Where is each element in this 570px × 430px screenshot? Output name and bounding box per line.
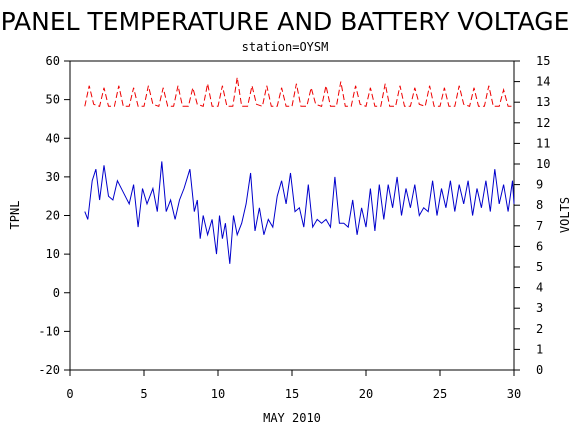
x-tick-label: 20 [359, 387, 373, 401]
x-tick-label: 25 [433, 387, 447, 401]
x-axis: 0 5 10 15 20 25 30 [66, 370, 521, 401]
y-left-tick-label: -10 [38, 324, 60, 338]
y-left-tick-label: 60 [46, 54, 60, 68]
y-right-tick-label: 11 [536, 136, 550, 150]
y-left-tick-label: 30 [46, 170, 60, 184]
y-left-tick-label: 0 [53, 286, 60, 300]
y-right-tick-label: 8 [536, 198, 543, 212]
y-axis-right-label: VOLTS [558, 197, 570, 233]
x-axis-label: MAY 2010 [263, 411, 321, 425]
panel-temperature-line [84, 161, 515, 264]
y-right-tick-label: 7 [536, 219, 543, 233]
x-tick-label: 15 [285, 387, 299, 401]
y-right-tick-label: 2 [536, 322, 543, 336]
y-right-tick-label: 15 [536, 54, 550, 68]
y-right-tick-label: 12 [536, 116, 550, 130]
y-right-tick-label: 13 [536, 95, 550, 109]
y-right-tick-label: 5 [536, 260, 543, 274]
y-left-tick-label: 50 [46, 93, 60, 107]
y-right-tick-label: 0 [536, 363, 543, 377]
x-tick-label: 10 [211, 387, 225, 401]
chart-subtitle: station=OYSM [242, 40, 329, 54]
y-right-tick-label: 10 [536, 157, 550, 171]
y-right-tick-label: 4 [536, 281, 543, 295]
y-right-tick-label: 6 [536, 239, 543, 253]
y-left-tick-label: 40 [46, 131, 60, 145]
y-right-tick-label: 14 [536, 75, 550, 89]
y-right-tick-label: 9 [536, 178, 543, 192]
y-left-tick-label: 20 [46, 209, 60, 223]
x-tick-label: 0 [66, 387, 73, 401]
series-group [84, 77, 515, 264]
y-axis-left: -20 -10 0 10 20 30 40 50 60 [38, 54, 70, 377]
y-left-tick-label: -20 [38, 363, 60, 377]
x-tick-label: 30 [507, 387, 521, 401]
y-axis-left-label: TPNL [8, 201, 22, 230]
x-tick-label: 5 [140, 387, 147, 401]
y-right-tick-label: 1 [536, 342, 543, 356]
y-right-tick-label: 3 [536, 301, 543, 315]
y-left-tick-label: 10 [46, 247, 60, 261]
battery-voltage-line [84, 77, 514, 107]
chart-title: PANEL TEMPERATURE AND BATTERY VOLTAGE [1, 7, 570, 36]
